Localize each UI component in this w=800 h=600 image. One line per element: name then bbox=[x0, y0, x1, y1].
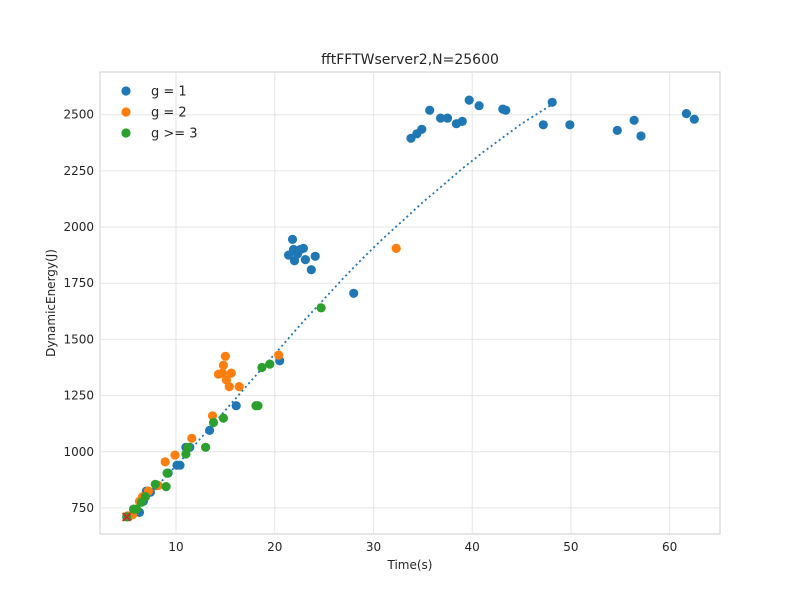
crossing-marker-layer bbox=[121, 512, 132, 522]
scatter-point bbox=[287, 234, 298, 244]
y-tick-label: 750 bbox=[71, 501, 94, 515]
crossing-marker-stroke bbox=[121, 512, 132, 522]
legend-label: g = 1 bbox=[151, 85, 187, 100]
legend-label: g = 2 bbox=[151, 106, 187, 121]
x-tick-labels: 10 20 30 40 50 60 bbox=[168, 540, 677, 554]
x-tick-label: 60 bbox=[662, 540, 677, 554]
scatter-point bbox=[218, 360, 228, 370]
scatter-point bbox=[425, 105, 435, 115]
scatter-point bbox=[160, 457, 170, 467]
scatter-point bbox=[442, 113, 453, 123]
legend-item-g-2: g = 2 bbox=[121, 106, 187, 121]
scatter-point bbox=[689, 114, 699, 124]
scatter-point bbox=[140, 492, 150, 502]
x-tick-label: 10 bbox=[168, 540, 183, 554]
series-g-ge-3 bbox=[122, 303, 326, 522]
scatter-point bbox=[349, 288, 359, 298]
scatter-point bbox=[183, 442, 193, 452]
scatter-point bbox=[612, 125, 622, 135]
x-tick-label: 40 bbox=[465, 540, 480, 554]
scatter-point bbox=[234, 382, 244, 392]
scatter-point bbox=[150, 479, 160, 489]
gridlines bbox=[100, 72, 720, 534]
x-tick-label: 20 bbox=[267, 540, 282, 554]
y-tick-label: 2000 bbox=[63, 220, 94, 234]
y-tick-label: 2500 bbox=[63, 108, 94, 122]
legend-item-g-ge-3: g >= 3 bbox=[121, 127, 198, 142]
scatter-point bbox=[257, 362, 267, 373]
scatter-point bbox=[316, 303, 326, 313]
y-tick-label: 1750 bbox=[63, 276, 94, 290]
y-tick-labels: 750 1000 1250 1500 1750 2000 2250 2500 bbox=[63, 108, 94, 515]
scatter-point bbox=[298, 243, 308, 253]
x-tick-label: 50 bbox=[563, 540, 578, 554]
scatter-point bbox=[474, 101, 484, 111]
x-tick-label: 30 bbox=[366, 540, 381, 554]
crossing-marker bbox=[121, 512, 132, 522]
scatter-point bbox=[217, 368, 227, 378]
scatter-point bbox=[629, 115, 639, 125]
scatter-point bbox=[274, 350, 284, 360]
scatter-point bbox=[300, 255, 310, 265]
scatter-point bbox=[170, 450, 180, 460]
x-axis-label: Time(s) bbox=[387, 558, 433, 572]
legend-label: g >= 3 bbox=[151, 127, 198, 142]
chart-title: fftFFTWserver2,N=25600 bbox=[321, 52, 499, 68]
scatter-point bbox=[208, 417, 219, 428]
scatter-point bbox=[162, 468, 172, 478]
scatter-point bbox=[226, 368, 236, 378]
scatter-point bbox=[187, 433, 197, 443]
scatter-points bbox=[122, 95, 699, 522]
scatter-point bbox=[253, 401, 263, 411]
scatter-point bbox=[205, 425, 215, 435]
scatter-point bbox=[457, 116, 467, 126]
scatter-point bbox=[565, 120, 575, 130]
fit-curve-layer bbox=[126, 102, 554, 518]
scatter-point bbox=[265, 359, 275, 369]
scatter-point bbox=[310, 251, 320, 261]
scatter-point bbox=[391, 243, 401, 253]
scatter-point bbox=[218, 413, 228, 423]
scatter-point bbox=[161, 482, 171, 492]
scatter-point bbox=[464, 95, 474, 105]
scatter-point bbox=[436, 113, 446, 123]
legend-marker bbox=[121, 128, 131, 138]
y-axis-label: DynamicEnergy(J) bbox=[44, 249, 58, 357]
scatter-point bbox=[175, 460, 185, 470]
legend-marker bbox=[121, 86, 131, 96]
scatter-point bbox=[224, 382, 234, 392]
scatter-point bbox=[417, 124, 427, 134]
fit-curve-line bbox=[126, 102, 554, 518]
y-tick-label: 1000 bbox=[63, 445, 94, 459]
scatter-point bbox=[201, 442, 211, 452]
legend: g = 1 g = 2 g >= 3 bbox=[121, 85, 198, 142]
scatter-point bbox=[220, 351, 230, 361]
y-tick-label: 1250 bbox=[63, 389, 94, 403]
scatter-point bbox=[681, 109, 692, 119]
legend-item-g-1: g = 1 bbox=[121, 85, 187, 100]
scatter-point bbox=[231, 401, 241, 411]
scatter-point bbox=[636, 131, 646, 141]
scatter-point bbox=[306, 265, 316, 275]
scatter-point bbox=[501, 105, 511, 115]
y-tick-label: 1500 bbox=[63, 332, 94, 346]
legend-marker bbox=[121, 107, 131, 117]
plot-area bbox=[99, 71, 721, 535]
scatter-point bbox=[547, 97, 557, 107]
y-tick-label: 2250 bbox=[63, 164, 94, 178]
scatter-point bbox=[131, 504, 142, 514]
scatter-point bbox=[538, 120, 548, 130]
